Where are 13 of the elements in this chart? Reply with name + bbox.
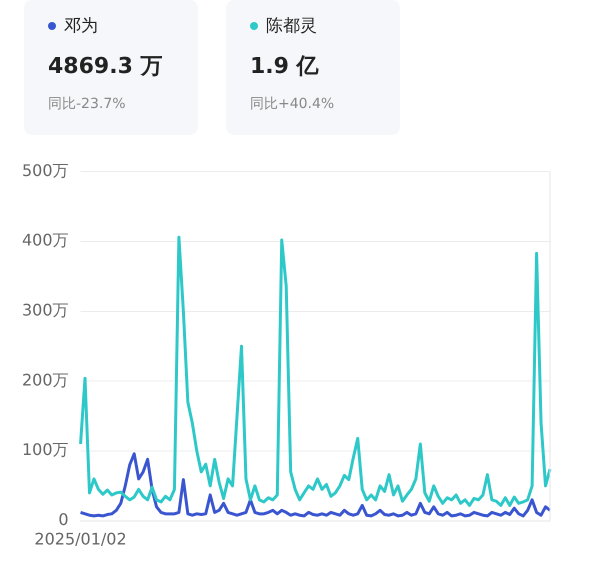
text: 同比+40.4% <box>250 95 336 113</box>
y-tick-label: 0 <box>58 510 69 529</box>
y-tick-label: 400万 <box>22 230 69 250</box>
y-tick-label: 100万 <box>22 440 69 460</box>
legend-label: 陈都灵 <box>266 15 317 37</box>
text: 同比-23.7% <box>48 95 127 113</box>
y-tick-label: 300万 <box>22 300 69 320</box>
y-tick-label: 500万 <box>22 160 69 180</box>
text: 1.9 亿 <box>250 53 320 81</box>
legend-label: 邓为 <box>64 15 98 37</box>
x-tick-label: 2025/01/02 <box>34 530 127 549</box>
text: 4869.3 万 <box>48 53 164 81</box>
y-tick-label: 200万 <box>22 370 69 390</box>
